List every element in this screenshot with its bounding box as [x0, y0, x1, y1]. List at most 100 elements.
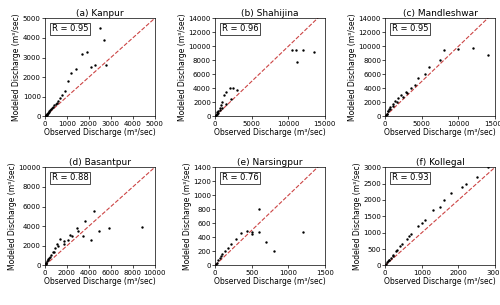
Point: [64, 79, 72, 84]
Point: [216, 108, 224, 113]
Point: [214, 258, 222, 263]
Point: [422, 72, 430, 77]
Point: [44, 258, 52, 263]
Point: [396, 243, 404, 248]
Point: [402, 89, 409, 94]
Point: [102, 63, 110, 68]
Point: [386, 255, 394, 260]
Point: [226, 86, 234, 91]
Point: [462, 181, 469, 186]
Point: [44, 110, 52, 115]
Point: [255, 230, 263, 235]
Point: [436, 204, 444, 209]
Point: [382, 111, 390, 116]
Text: R = 0.96: R = 0.96: [222, 24, 258, 33]
Point: [382, 261, 390, 266]
Point: [43, 112, 51, 117]
Point: [418, 221, 426, 225]
Point: [299, 47, 307, 52]
Point: [454, 47, 462, 52]
Point: [440, 198, 448, 203]
Point: [96, 26, 104, 30]
Point: [104, 226, 112, 231]
Point: [44, 109, 52, 114]
Point: [95, 229, 103, 234]
Point: [230, 86, 237, 91]
Title: (a) Kanpur: (a) Kanpur: [76, 9, 124, 17]
Y-axis label: Modeled Discharge (m³/sec): Modeled Discharge (m³/sec): [352, 163, 362, 270]
Point: [44, 111, 52, 116]
Point: [440, 47, 448, 52]
Point: [233, 87, 241, 92]
Point: [72, 67, 80, 72]
Point: [398, 93, 406, 98]
Point: [214, 110, 222, 115]
Point: [64, 237, 72, 242]
Point: [220, 249, 228, 254]
Point: [217, 254, 225, 259]
Point: [92, 63, 100, 68]
Point: [46, 108, 54, 113]
Point: [385, 107, 393, 112]
Point: [407, 86, 415, 91]
Point: [385, 258, 393, 263]
Y-axis label: Modeled Discharge (m³/sec): Modeled Discharge (m³/sec): [178, 13, 187, 121]
Point: [236, 231, 244, 235]
Point: [212, 261, 220, 266]
Point: [73, 226, 81, 231]
Point: [393, 247, 401, 252]
Point: [52, 100, 60, 105]
Point: [384, 260, 392, 264]
Point: [384, 109, 392, 114]
Point: [50, 249, 58, 254]
Point: [53, 241, 61, 246]
Point: [48, 105, 56, 110]
Point: [403, 91, 411, 96]
Point: [212, 111, 220, 116]
Point: [407, 232, 415, 237]
Point: [262, 239, 270, 244]
Point: [48, 249, 56, 254]
Y-axis label: Modeled Discharge (m³/sec): Modeled Discharge (m³/sec): [348, 13, 357, 121]
Point: [74, 229, 82, 234]
Point: [87, 65, 95, 70]
Point: [214, 110, 222, 115]
Point: [255, 207, 263, 212]
Point: [42, 261, 50, 266]
Point: [248, 229, 256, 234]
Point: [54, 98, 62, 103]
Point: [248, 231, 256, 236]
Point: [385, 258, 393, 263]
Point: [422, 217, 430, 222]
Point: [212, 113, 220, 118]
Point: [42, 113, 50, 118]
Point: [50, 103, 58, 108]
Text: R = 0.95: R = 0.95: [392, 24, 428, 33]
Point: [270, 249, 278, 254]
Point: [398, 242, 406, 246]
Point: [138, 225, 145, 230]
Text: R = 0.76: R = 0.76: [222, 173, 258, 182]
Point: [56, 236, 64, 241]
Point: [46, 255, 54, 260]
Y-axis label: Modeled Discharge (m³/sec): Modeled Discharge (m³/sec): [8, 163, 17, 270]
Point: [405, 234, 413, 239]
Point: [436, 58, 444, 63]
Point: [469, 46, 477, 51]
Point: [384, 109, 392, 114]
Point: [90, 209, 98, 214]
X-axis label: Observed Discharge (m³/sec): Observed Discharge (m³/sec): [384, 277, 496, 286]
X-axis label: Observed Discharge (m³/sec): Observed Discharge (m³/sec): [44, 277, 156, 286]
Point: [78, 51, 86, 56]
Point: [388, 101, 396, 106]
Text: R = 0.93: R = 0.93: [392, 173, 428, 182]
Point: [82, 49, 90, 54]
Point: [66, 232, 74, 237]
Point: [214, 108, 222, 113]
Point: [293, 59, 301, 64]
Point: [52, 102, 60, 107]
Point: [44, 111, 52, 116]
Point: [100, 38, 108, 42]
Title: (c) Mandleshwar: (c) Mandleshwar: [402, 9, 477, 17]
Point: [87, 237, 95, 242]
